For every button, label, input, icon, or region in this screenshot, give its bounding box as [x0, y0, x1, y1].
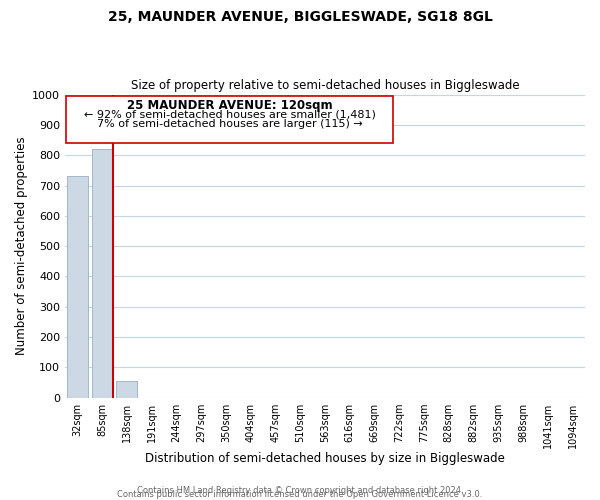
Bar	[92, 148, 113, 398]
Text: Contains public sector information licensed under the Open Government Licence v3: Contains public sector information licen…	[118, 490, 482, 499]
Title: Size of property relative to semi-detached houses in Biggleswade: Size of property relative to semi-detach…	[131, 79, 520, 92]
X-axis label: Distribution of semi-detached houses by size in Biggleswade: Distribution of semi-detached houses by …	[145, 452, 505, 465]
Bar	[116, 381, 137, 398]
Text: 25 MAUNDER AVENUE: 120sqm: 25 MAUNDER AVENUE: 120sqm	[127, 99, 332, 112]
Text: 7% of semi-detached houses are larger (115) →: 7% of semi-detached houses are larger (1…	[97, 120, 362, 130]
Y-axis label: Number of semi-detached properties: Number of semi-detached properties	[15, 137, 28, 356]
Text: Contains HM Land Registry data © Crown copyright and database right 2024.: Contains HM Land Registry data © Crown c…	[137, 486, 463, 495]
Text: 25, MAUNDER AVENUE, BIGGLESWADE, SG18 8GL: 25, MAUNDER AVENUE, BIGGLESWADE, SG18 8G…	[107, 10, 493, 24]
Text: ← 92% of semi-detached houses are smaller (1,481): ← 92% of semi-detached houses are smalle…	[84, 110, 376, 120]
Bar	[67, 176, 88, 398]
FancyBboxPatch shape	[66, 96, 393, 143]
